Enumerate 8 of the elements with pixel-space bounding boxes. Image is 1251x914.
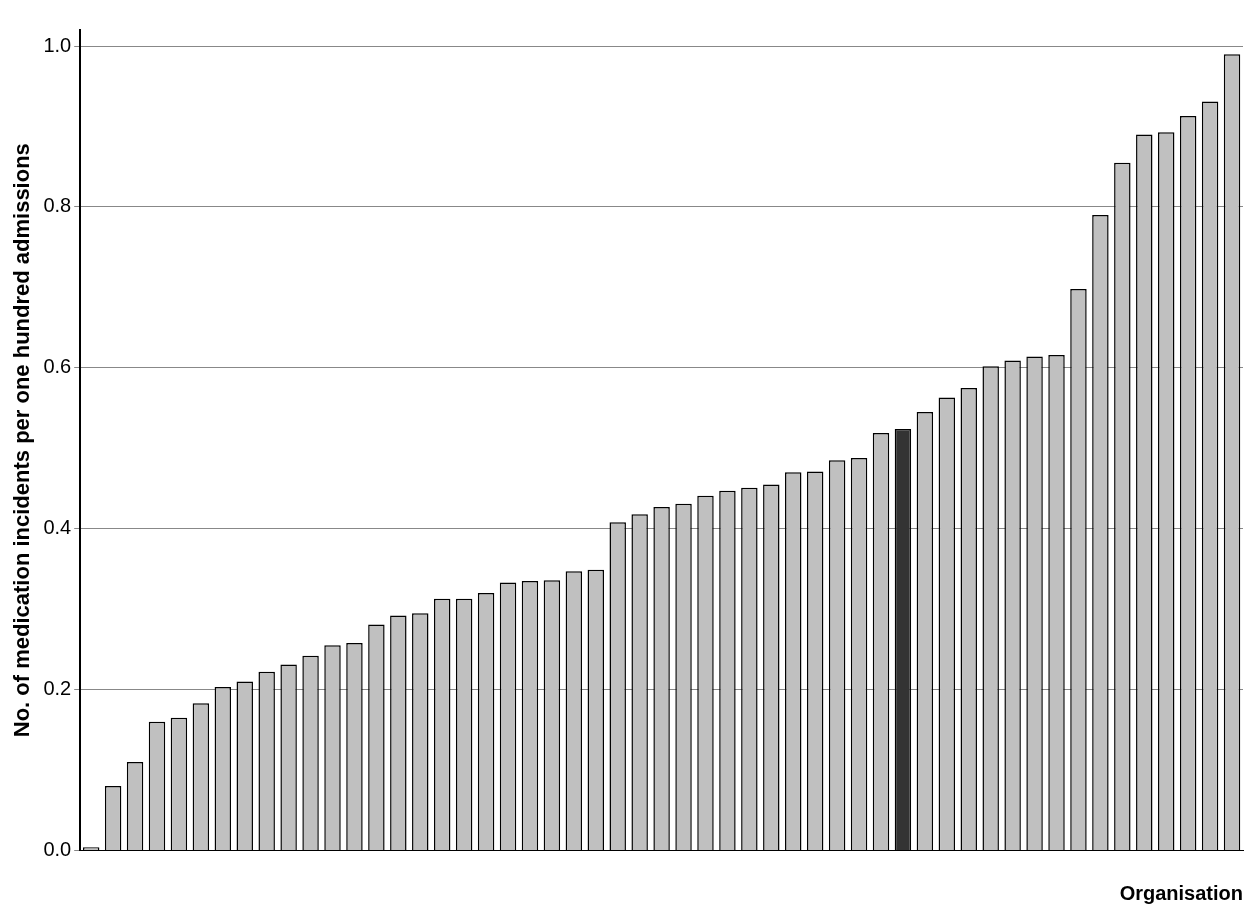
y-axis-title: No. of medication incidents per one hundred admissions [9,143,35,738]
y-tick-label: 0.8 [43,194,72,217]
y-tick-label: 0.0 [43,837,72,860]
y-tick-label: 0.2 [43,677,72,700]
y-tick-label: 0.6 [43,355,72,378]
x-axis-title: Organisation [1119,881,1243,904]
y-tick-label: 1.0 [43,33,72,56]
y-tick-label: 0.4 [43,516,72,539]
